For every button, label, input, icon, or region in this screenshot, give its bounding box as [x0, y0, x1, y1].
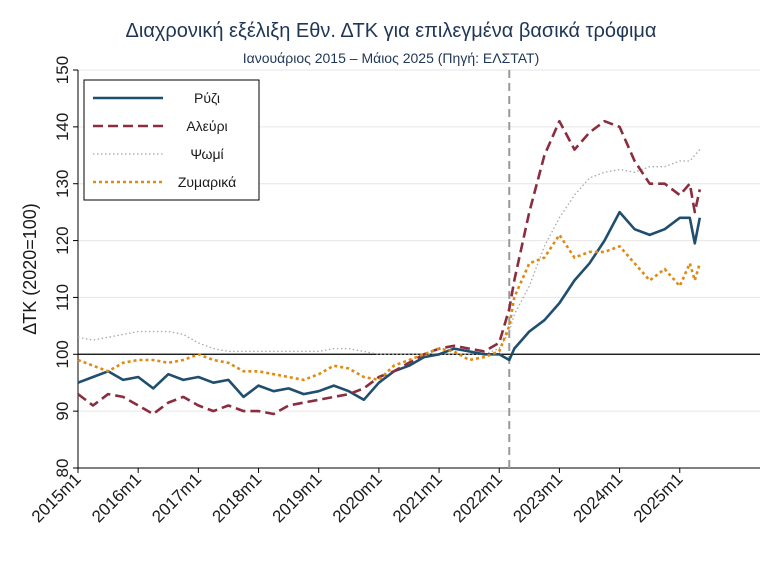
- x-tick-label: 2022m1: [449, 469, 506, 526]
- y-tick-label: 120: [53, 226, 72, 254]
- chart-subtitle: Ιανουάριος 2015 – Μάιος 2025 (Πηγή: ΕΛΣΤ…: [242, 50, 540, 66]
- y-tick-label: 130: [53, 170, 72, 198]
- y-tick-label: 100: [53, 340, 72, 368]
- y-tick-label: 80: [53, 459, 72, 478]
- y-tick-label: 140: [53, 113, 72, 141]
- y-tick-label: 150: [53, 56, 72, 84]
- series-line-3: [77, 149, 701, 355]
- legend-label-3: Ψωμί: [190, 146, 223, 162]
- legend-label-4: Ζυμαρικά: [178, 174, 236, 190]
- x-tick-label: 2021m1: [389, 469, 446, 526]
- chart-title: Διαχρονική εξέλιξη Εθν. ΔΤΚ για επιλεγμέ…: [125, 20, 657, 42]
- y-tick-label: 90: [53, 402, 72, 421]
- y-axis-title: ΔΤΚ (2020=100): [20, 203, 40, 335]
- series-line-1: [77, 210, 702, 402]
- legend-label-1: Ρύζι: [194, 90, 220, 106]
- x-tick-label: 2019m1: [269, 469, 326, 526]
- legend-label-2: Αλεύρι: [186, 118, 227, 134]
- series-layer: [77, 119, 702, 416]
- reference-lines: [78, 70, 760, 468]
- x-tick-label: 2025m1: [630, 469, 687, 526]
- series-line-4: [77, 233, 702, 382]
- x-tick-label: 2018m1: [208, 469, 265, 526]
- series-line-2: [77, 119, 702, 416]
- x-tick-label: 2017m1: [148, 469, 205, 526]
- legend: Ρύζι Αλεύρι Ψωμί Ζυμαρικά: [83, 79, 260, 201]
- x-tick-label: 2024m1: [570, 469, 627, 526]
- legend-box: [83, 79, 260, 201]
- axes: [77, 70, 760, 469]
- x-tick-label: 2020m1: [329, 469, 386, 526]
- y-tick-label: 110: [53, 284, 72, 311]
- x-tick-label: 2023m1: [509, 469, 566, 526]
- x-tick-label: 2016m1: [88, 469, 145, 526]
